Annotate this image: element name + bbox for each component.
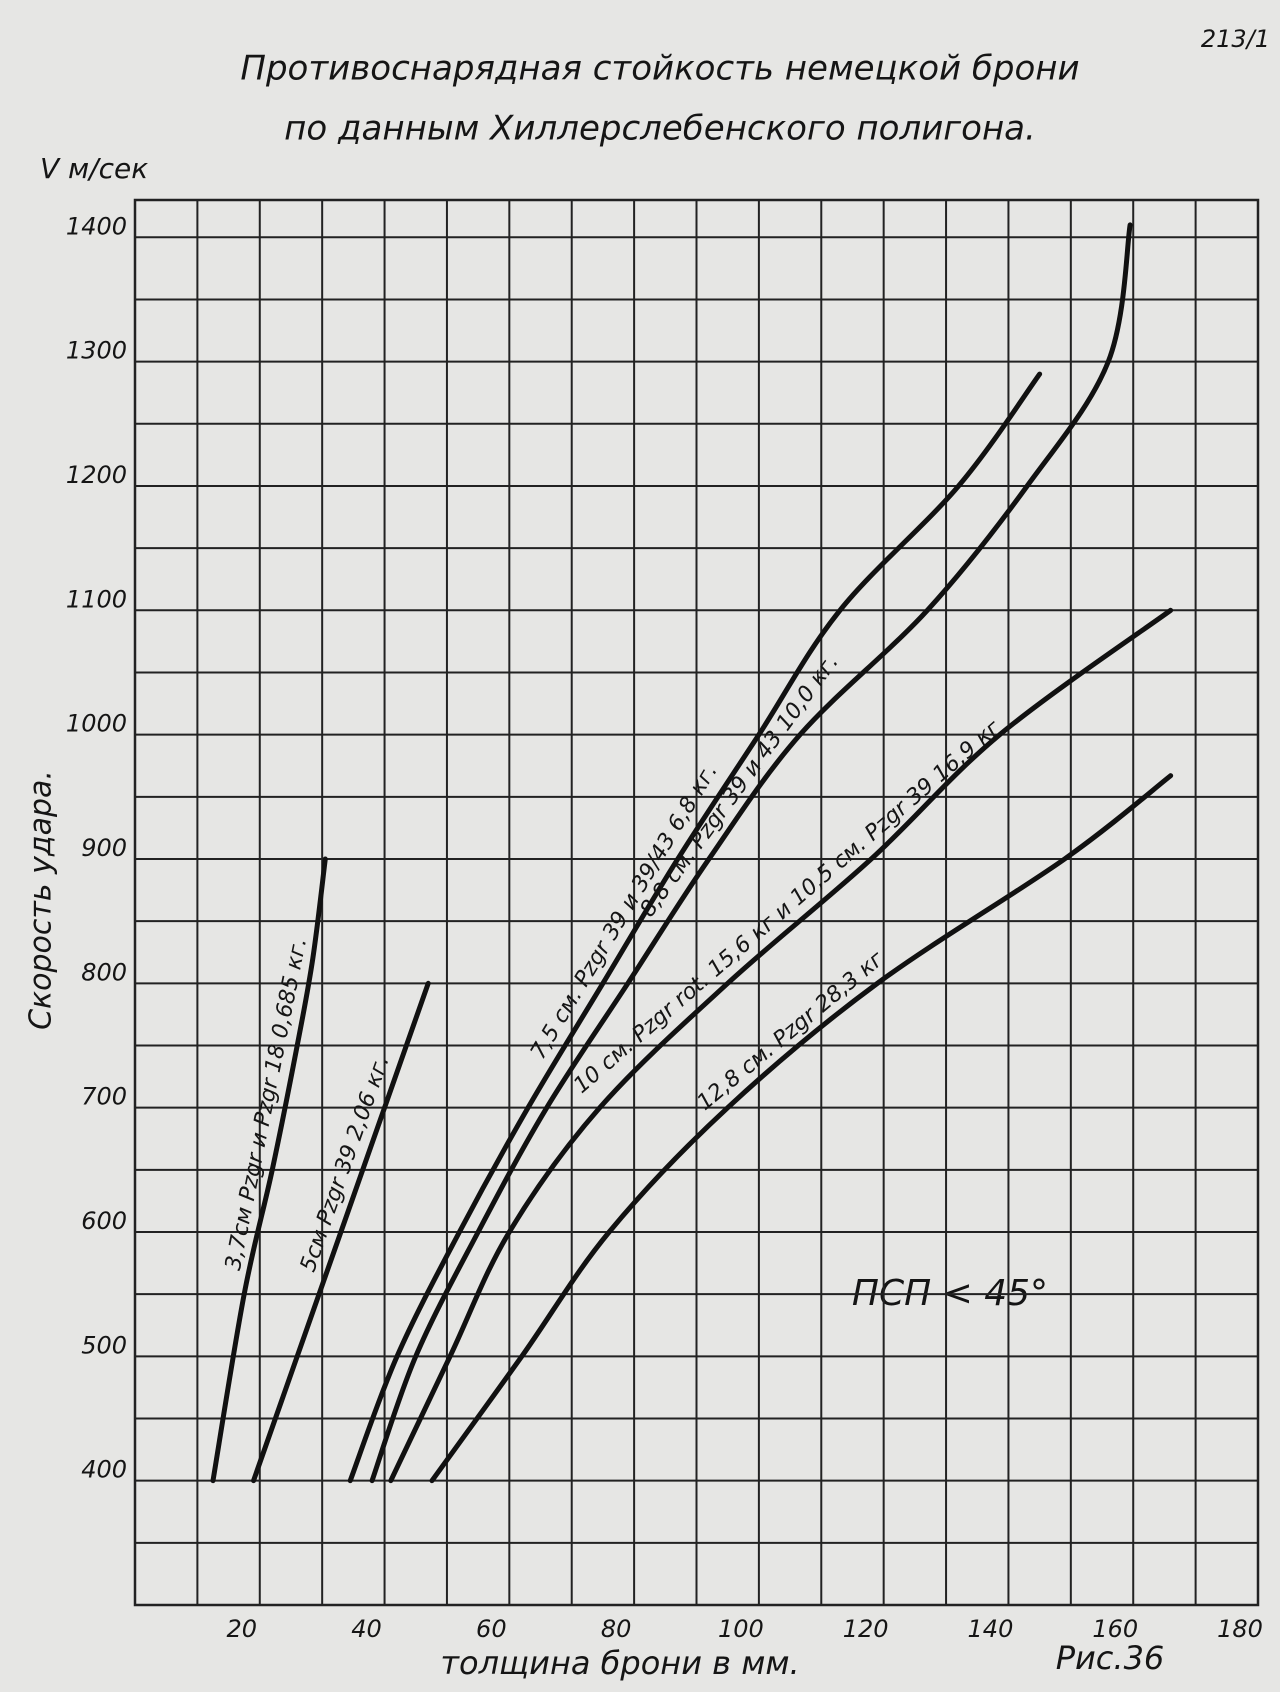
y-tick-label: 400	[81, 1456, 127, 1484]
x-tick-label: 40	[351, 1615, 382, 1643]
y-tick-label: 1200	[66, 461, 127, 489]
y-axis-label: Скорость удара.	[24, 770, 59, 1030]
x-tick-label: 120	[843, 1615, 889, 1643]
y-tick-label: 1400	[66, 212, 127, 240]
y-unit: V м/сек	[40, 152, 148, 185]
chart-title: Противоснарядная стойкость немецкой брон…	[240, 49, 1079, 89]
y-tick-label: 800	[81, 958, 127, 986]
curve	[251, 980, 431, 1484]
y-tick-label: 500	[81, 1331, 127, 1359]
y-tick-label: 1000	[66, 710, 127, 738]
curve	[429, 773, 1174, 1484]
x-tick-label: 100	[718, 1615, 764, 1643]
curve	[210, 856, 328, 1484]
y-tick-label: 700	[81, 1083, 127, 1111]
y-tick-label: 1300	[66, 337, 127, 365]
x-tick-label: 180	[1217, 1615, 1263, 1643]
curve	[347, 371, 1043, 1484]
y-tick-label: 900	[81, 834, 127, 862]
page-number: 213/1	[1201, 25, 1270, 53]
x-tick-label: 80	[601, 1615, 632, 1643]
x-axis-label: толщина брони в мм.	[440, 1644, 799, 1682]
x-tick-label: 160	[1092, 1615, 1138, 1643]
curve	[388, 607, 1174, 1484]
x-tick-label: 140	[968, 1615, 1014, 1643]
y-tick-label: 1100	[66, 585, 127, 613]
x-tick-label: 60	[476, 1615, 507, 1643]
x-tick-label: 20	[227, 1615, 258, 1643]
figure-label: Рис.36	[1056, 1639, 1165, 1677]
curve	[369, 222, 1133, 1484]
y-tick-label: 600	[81, 1207, 127, 1235]
chart-subtitle: по данным Хиллерслебенского полигона.	[284, 109, 1036, 149]
